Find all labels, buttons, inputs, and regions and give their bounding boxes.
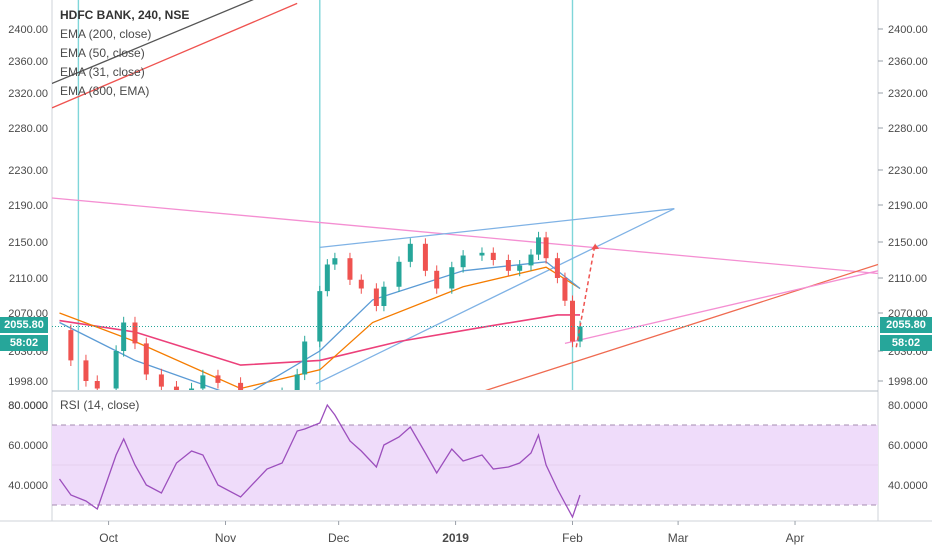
price-tick-right: 2110.00: [888, 273, 927, 285]
price-tick-left: 2190.00: [8, 200, 48, 212]
last-price-tag-right: 2055.80: [880, 317, 932, 333]
price-tick-left: 2400.00: [8, 24, 48, 36]
candle-body: [317, 291, 323, 342]
candle-body: [132, 322, 138, 344]
candle-body: [460, 255, 466, 268]
price-tick-right: 2320.00: [888, 88, 928, 100]
trendline-channel-bottom: [315, 208, 675, 385]
candle-body: [347, 258, 353, 280]
study-ema-200[interactable]: EMA (200, close): [60, 27, 152, 41]
price-tick-left: 2320.00: [8, 88, 48, 100]
candle-body: [189, 388, 195, 390]
time-tick-3: 2019: [442, 531, 469, 545]
candle-body: [479, 252, 485, 256]
price-tick-right: 2230.00: [888, 165, 928, 177]
candle-body: [517, 265, 523, 271]
candle-body: [434, 270, 440, 289]
candle-body: [543, 237, 549, 259]
price-tick-right: 1998.00: [888, 376, 928, 388]
candle-body: [173, 386, 179, 390]
rsi-title[interactable]: RSI (14, close): [60, 398, 140, 412]
candle-body: [373, 288, 379, 306]
candle-body: [490, 252, 496, 260]
price-tick-left: 2360.00: [8, 56, 48, 68]
ema-line-3: [52, 0, 254, 85]
time-tick-2: Dec: [328, 531, 349, 545]
candle-body: [215, 375, 221, 383]
candle-body: [577, 326, 583, 342]
study-ema-50[interactable]: EMA (50, close): [60, 46, 145, 60]
study-ema-800[interactable]: EMA (800, EMA): [60, 84, 150, 98]
candle-body: [407, 243, 413, 262]
trendline-pink-resistance: [52, 197, 878, 275]
candle-body: [422, 243, 428, 271]
rsi-tick-left: 60.0000: [8, 440, 48, 452]
ema-line-1: [59, 266, 581, 390]
candle-body: [528, 254, 534, 266]
price-tick-right: 2360.00: [888, 56, 928, 68]
candle-body: [569, 300, 575, 342]
price-tick-left: 2150.00: [8, 237, 48, 249]
candle-body: [238, 382, 244, 390]
candle-body: [200, 375, 206, 389]
candle-body: [536, 237, 542, 255]
candle-body: [324, 264, 330, 292]
projection-arrow-head: [591, 243, 600, 250]
symbol-title[interactable]: HDFC BANK, 240, NSE: [60, 8, 190, 22]
candle-body: [505, 260, 511, 271]
trendline-upper-red: [52, 2, 298, 109]
price-tick-right: 2190.00: [888, 200, 928, 212]
trendline-support-pink: [564, 270, 878, 345]
trendline-channel-top: [319, 208, 675, 249]
candle-body: [83, 360, 89, 381]
candle-body: [68, 330, 74, 361]
ema-line-0: [59, 314, 580, 366]
candle-body: [302, 341, 308, 375]
price-tick-left: 2280.00: [8, 123, 48, 135]
main-pane[interactable]: [48, 0, 878, 408]
candle-body: [121, 322, 127, 351]
candle-body: [332, 258, 338, 265]
price-tick-right: 2400.00: [888, 24, 928, 36]
price-tick-left: 2230.00: [8, 165, 48, 177]
price-tick-right: 2150.00: [888, 237, 928, 249]
candle-body: [381, 286, 387, 306]
candle-body: [358, 279, 364, 289]
countdown-tag-left: 58:02: [0, 335, 48, 351]
time-tick-4: Feb: [562, 531, 583, 545]
candle-body: [113, 351, 119, 389]
candle-body: [396, 261, 402, 287]
study-ema-31[interactable]: EMA (31, close): [60, 65, 145, 79]
time-tick-1: Nov: [215, 531, 236, 545]
candle-body: [449, 267, 455, 289]
rsi-tick-right: 80.0000: [888, 400, 928, 412]
time-tick-0: Oct: [99, 531, 118, 545]
rsi-tick-right: 60.0000: [888, 440, 928, 452]
rsi-pane[interactable]: [58, 403, 581, 519]
chart-legend: HDFC BANK, 240, NSE EMA (200, close) EMA…: [60, 6, 189, 101]
price-tick-right: 2280.00: [888, 123, 928, 135]
time-tick-6: Apr: [786, 531, 805, 545]
candle-body: [562, 278, 568, 301]
price-tick-left: 1998.00: [8, 376, 48, 388]
rsi-line: [58, 403, 581, 519]
candle-body: [94, 381, 100, 389]
price-tick-left: 2110.00: [9, 273, 48, 285]
candle-body: [294, 374, 300, 390]
candle-body: [143, 343, 149, 375]
candle-body: [554, 258, 560, 278]
rsi-tick-left: 80.0000: [8, 400, 48, 412]
last-price-tag-left: 2055.80: [0, 317, 48, 333]
countdown-tag-right: 58:02: [880, 335, 932, 351]
projection-arrow: [575, 243, 596, 348]
time-tick-5: Mar: [668, 531, 689, 545]
candle-body: [158, 374, 164, 387]
candle-body: [264, 398, 269, 403]
rsi-tick-right: 40.0000: [888, 480, 928, 492]
rsi-tick-left: 80.0000: [8, 400, 48, 412]
rsi-tick-left: 40.0000: [8, 480, 48, 492]
candle-body: [280, 393, 285, 402]
